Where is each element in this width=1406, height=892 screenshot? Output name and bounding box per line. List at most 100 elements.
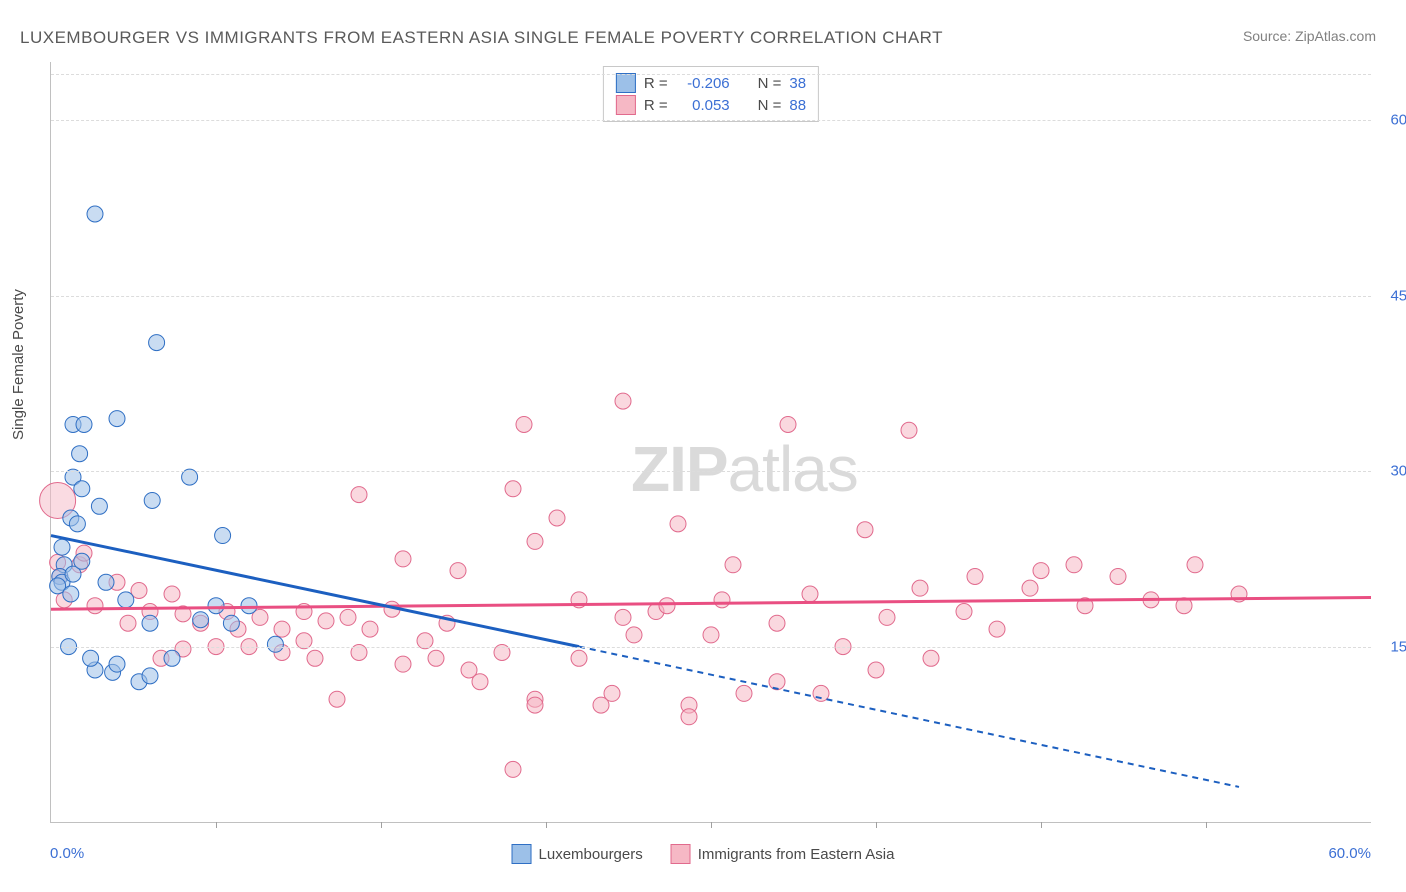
legend-item: Luxembourgers <box>512 844 643 864</box>
data-point <box>91 498 107 514</box>
data-point <box>868 662 884 678</box>
data-point <box>87 206 103 222</box>
series-legend: Luxembourgers Immigrants from Eastern Asi… <box>512 844 895 864</box>
data-point <box>769 674 785 690</box>
data-point <box>527 533 543 549</box>
data-point <box>857 522 873 538</box>
r-value: 0.053 <box>676 97 730 114</box>
r-value: -0.206 <box>676 75 730 92</box>
data-point <box>76 416 92 432</box>
x-tick <box>876 822 877 828</box>
data-point <box>395 656 411 672</box>
gridline <box>51 471 1371 472</box>
gridline <box>51 296 1371 297</box>
data-point <box>164 586 180 602</box>
data-point <box>505 481 521 497</box>
x-tick <box>546 822 547 828</box>
data-point <box>208 598 224 614</box>
x-tick <box>711 822 712 828</box>
data-point <box>118 592 134 608</box>
n-value: 38 <box>789 75 806 92</box>
x-tick <box>381 822 382 828</box>
legend-swatch <box>512 844 532 864</box>
data-point <box>69 516 85 532</box>
y-tick-label: 15.0% <box>1390 638 1406 655</box>
data-point <box>241 598 257 614</box>
data-point <box>626 627 642 643</box>
data-point <box>736 685 752 701</box>
n-value: 88 <box>789 97 806 114</box>
x-axis-max-label: 60.0% <box>1328 845 1371 862</box>
legend-swatch <box>671 844 691 864</box>
data-point <box>714 592 730 608</box>
legend-label: Immigrants from Eastern Asia <box>698 846 895 863</box>
legend-label: Luxembourgers <box>539 846 643 863</box>
data-point <box>681 709 697 725</box>
data-point <box>879 609 895 625</box>
data-point <box>83 650 99 666</box>
r-label: R = <box>644 75 668 92</box>
data-point <box>956 604 972 620</box>
data-point <box>340 609 356 625</box>
data-point <box>659 598 675 614</box>
data-point <box>63 586 79 602</box>
data-point <box>193 612 209 628</box>
data-point <box>670 516 686 532</box>
data-point <box>549 510 565 526</box>
x-axis-min-label: 0.0% <box>50 845 84 862</box>
data-point <box>1033 563 1049 579</box>
data-point <box>307 650 323 666</box>
legend-item: Immigrants from Eastern Asia <box>671 844 895 864</box>
data-point <box>318 613 334 629</box>
data-point <box>329 691 345 707</box>
y-tick-label: 30.0% <box>1390 463 1406 480</box>
data-point <box>912 580 928 596</box>
data-point <box>395 551 411 567</box>
scatter-svg <box>51 62 1371 822</box>
data-point <box>780 416 796 432</box>
data-point <box>450 563 466 579</box>
legend-row: R = -0.206 N = 38 <box>616 72 806 94</box>
data-point <box>142 668 158 684</box>
data-point <box>223 615 239 631</box>
data-point <box>571 650 587 666</box>
data-point <box>1022 580 1038 596</box>
data-point <box>74 481 90 497</box>
n-label: N = <box>758 75 782 92</box>
data-point <box>769 615 785 631</box>
legend-row: R =0.053N =88 <box>616 94 806 116</box>
data-point <box>472 674 488 690</box>
trend-line <box>579 647 1239 787</box>
data-point <box>72 446 88 462</box>
data-point <box>989 621 1005 637</box>
data-point <box>149 335 165 351</box>
data-point <box>109 656 125 672</box>
gridline <box>51 120 1371 121</box>
chart-title: LUXEMBOURGER VS IMMIGRANTS FROM EASTERN … <box>20 28 943 48</box>
x-tick <box>1041 822 1042 828</box>
data-point <box>725 557 741 573</box>
data-point <box>615 393 631 409</box>
data-point <box>267 636 283 652</box>
plot-area: ZIPatlas R =-0.206N =38R =0.053N =88 15.… <box>50 62 1371 823</box>
data-point <box>74 553 90 569</box>
data-point <box>516 416 532 432</box>
data-point <box>703 627 719 643</box>
data-point <box>967 568 983 584</box>
data-point <box>802 586 818 602</box>
data-point <box>527 697 543 713</box>
data-point <box>615 609 631 625</box>
data-point <box>1110 568 1126 584</box>
data-point <box>164 650 180 666</box>
data-point <box>144 492 160 508</box>
data-point <box>428 650 444 666</box>
data-point <box>87 598 103 614</box>
data-point <box>120 615 136 631</box>
y-tick-label: 45.0% <box>1390 287 1406 304</box>
data-point <box>362 621 378 637</box>
legend-swatch <box>616 95 636 115</box>
data-point <box>109 411 125 427</box>
x-tick <box>216 822 217 828</box>
data-point <box>351 487 367 503</box>
data-point <box>923 650 939 666</box>
